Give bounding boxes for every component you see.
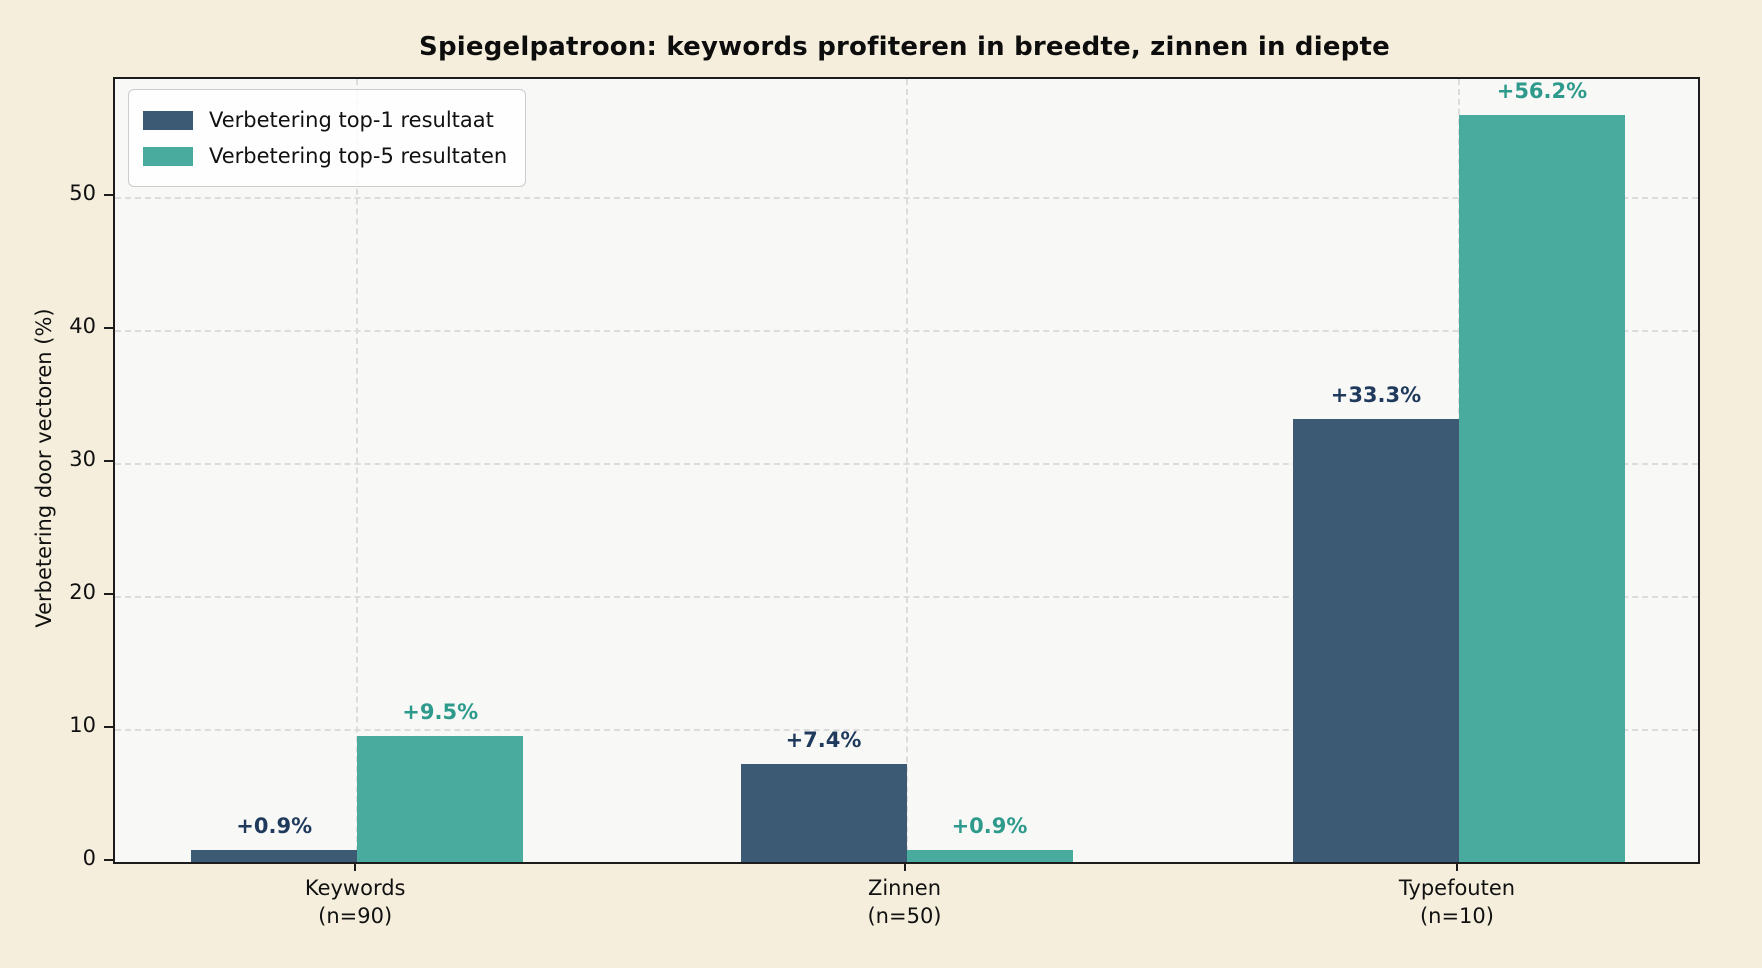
y-tick-30 [104,460,113,463]
bar-value-top1-typefouten: +33.3% [1330,383,1422,408]
bar-top1-typefouten [1292,419,1459,862]
x-category-label-zinnen: Zinnen (n=50) [745,874,1065,931]
plot-area: Verbetering top-1 resultaat Verbetering … [113,77,1700,864]
y-tick-label-50: 50 [69,181,96,206]
gridline-x-zinnen [905,79,908,862]
y-tick-10 [104,726,113,729]
x-category-label-keywords-line1: Keywords [304,876,406,900]
y-tick-50 [104,194,113,197]
legend-item-top5: Verbetering top-5 resultaten [143,138,507,174]
x-tick-zinnen [903,862,906,871]
x-category-label-typefouten-line2: (n=10) [1419,904,1494,929]
legend-swatch-top1 [143,110,193,130]
x-category-label-keywords-line2: (n=90) [318,904,393,929]
chart-title: Spiegelpatroon: keywords profiteren in b… [419,32,1390,62]
x-category-label-typefouten-line1: Typefouten [1398,876,1516,900]
bar-top5-typefouten [1458,114,1625,862]
legend: Verbetering top-1 resultaat Verbetering … [128,89,527,187]
x-category-label-zinnen-line1: Zinnen [867,876,942,900]
y-tick-label-40: 40 [69,314,96,339]
bar-top5-zinnen [906,850,1073,862]
y-tick-20 [104,593,113,596]
x-tick-keywords [354,862,357,871]
legend-label-top5: Verbetering top-5 resultaten [209,144,508,168]
x-category-label-typefouten: Typefouten (n=10) [1297,874,1617,931]
y-tick-label-0: 0 [82,846,96,870]
bar-top1-keywords [191,850,358,862]
y-tick-label-10: 10 [69,713,96,738]
bar-value-top5-keywords: +9.5% [402,699,479,724]
legend-swatch-top5 [143,146,193,166]
gridline-x-keywords [356,79,359,862]
y-tick-40 [104,327,113,330]
y-tick-label-30: 30 [69,447,96,472]
bar-value-top1-keywords: +0.9% [236,814,313,839]
x-tick-typefouten [1455,862,1458,871]
bar-value-top5-typefouten: +56.2% [1496,78,1588,103]
bar-value-top5-zinnen: +0.9% [951,814,1028,839]
bar-top5-keywords [357,735,524,862]
x-category-label-keywords: Keywords (n=90) [195,874,515,931]
y-tick-0 [104,859,113,861]
legend-label-top1: Verbetering top-1 resultaat [209,108,494,132]
legend-item-top1: Verbetering top-1 resultaat [143,102,507,138]
y-tick-label-20: 20 [69,580,96,605]
x-category-label-zinnen-line2: (n=50) [867,904,942,929]
bar-value-top1-zinnen: +7.4% [785,727,862,752]
bar-top1-zinnen [740,763,907,862]
